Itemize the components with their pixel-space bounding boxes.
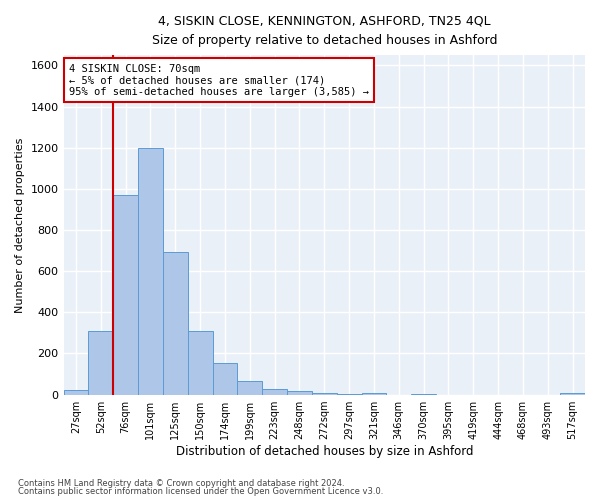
Bar: [138, 148, 163, 394]
Text: Contains public sector information licensed under the Open Government Licence v3: Contains public sector information licen…: [18, 487, 383, 496]
Bar: [312, 392, 337, 394]
Bar: [287, 392, 312, 394]
Bar: [212, 362, 238, 394]
Bar: [64, 390, 88, 394]
Y-axis label: Number of detached properties: Number of detached properties: [15, 137, 25, 312]
Bar: [262, 390, 287, 394]
Bar: [113, 195, 138, 394]
Bar: [188, 331, 212, 394]
Bar: [163, 252, 188, 394]
Text: Contains HM Land Registry data © Crown copyright and database right 2024.: Contains HM Land Registry data © Crown c…: [18, 478, 344, 488]
Text: 4 SISKIN CLOSE: 70sqm
← 5% of detached houses are smaller (174)
95% of semi-deta: 4 SISKIN CLOSE: 70sqm ← 5% of detached h…: [69, 64, 369, 97]
Bar: [88, 331, 113, 394]
Bar: [362, 392, 386, 394]
Bar: [560, 392, 585, 394]
Title: 4, SISKIN CLOSE, KENNINGTON, ASHFORD, TN25 4QL
Size of property relative to deta: 4, SISKIN CLOSE, KENNINGTON, ASHFORD, TN…: [152, 15, 497, 47]
Bar: [238, 381, 262, 394]
X-axis label: Distribution of detached houses by size in Ashford: Distribution of detached houses by size …: [176, 444, 473, 458]
